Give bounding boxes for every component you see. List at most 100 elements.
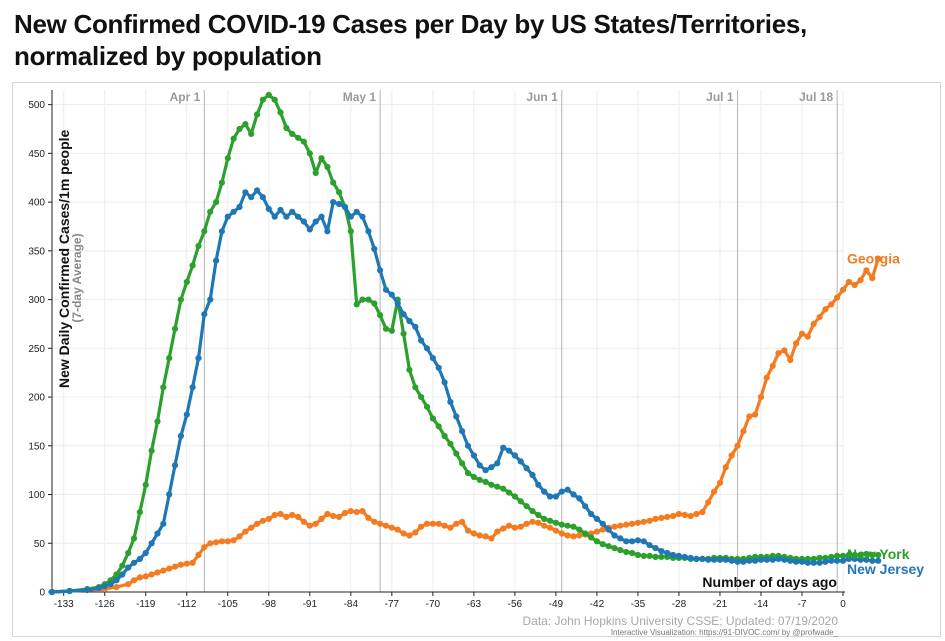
data-point: [171, 462, 179, 469]
data-point: [804, 333, 811, 340]
x-tick-label: -84: [344, 599, 359, 610]
data-point: [166, 355, 173, 362]
data-point: [125, 564, 132, 571]
date-marker-label: May 1: [343, 90, 377, 104]
data-point: [265, 515, 272, 523]
data-point: [511, 452, 518, 459]
data-point: [248, 194, 255, 201]
data-point: [271, 213, 278, 220]
x-tick-label: -77: [385, 599, 400, 610]
data-point: [535, 481, 542, 488]
y-tick-label: 0: [39, 588, 45, 599]
data-point: [500, 444, 507, 451]
data-point: [482, 478, 489, 485]
data-point: [793, 558, 800, 565]
data-point: [869, 557, 876, 564]
data-point: [441, 522, 448, 529]
data-point: [535, 511, 542, 519]
data-point: [353, 208, 360, 215]
data-point: [136, 555, 143, 563]
data-point: [95, 585, 102, 592]
data-point: [230, 208, 237, 215]
data-point: [324, 163, 331, 171]
data-point: [353, 301, 360, 308]
data-point: [599, 526, 606, 533]
data-point: [277, 109, 284, 116]
data-point: [84, 587, 91, 594]
data-point: [195, 355, 202, 362]
x-tick-label: -21: [713, 599, 728, 610]
data-point: [189, 262, 196, 269]
data-point: [359, 213, 366, 220]
data-point: [588, 534, 595, 541]
data-point: [646, 552, 653, 560]
data-point: [365, 296, 372, 303]
x-tick-label: -91: [303, 599, 318, 610]
x-tick-label: -28: [672, 599, 687, 610]
data-point: [687, 554, 694, 562]
x-tick-label: -42: [590, 599, 605, 610]
data-point: [306, 150, 313, 157]
data-point: [752, 411, 759, 418]
data-point: [435, 364, 442, 371]
date-marker-label: Jul 18: [799, 90, 833, 104]
data-point: [148, 447, 155, 454]
data-point: [142, 573, 149, 580]
data-point: [300, 218, 307, 225]
data-point: [529, 518, 536, 525]
data-point: [347, 228, 354, 235]
data-point: [341, 203, 349, 211]
data-point: [517, 523, 524, 530]
data-point: [371, 518, 378, 525]
series-new-york: [48, 91, 882, 596]
x-tick-label: 0: [840, 599, 846, 610]
data-point: [798, 558, 806, 565]
data-point: [148, 571, 155, 578]
data-point: [546, 493, 554, 500]
data-point: [634, 519, 642, 526]
data-point: [242, 528, 249, 535]
data-point: [259, 194, 266, 201]
data-point: [634, 551, 642, 559]
x-tick-label: -126: [95, 599, 115, 610]
data-point: [617, 535, 624, 542]
data-point: [400, 330, 407, 337]
data-point: [529, 471, 536, 479]
data-point: [558, 488, 565, 495]
data-point: [517, 498, 524, 505]
data-point: [711, 556, 718, 563]
data-point: [816, 554, 823, 562]
data-point: [541, 515, 548, 523]
data-point: [201, 544, 208, 551]
y-axis-label: New Daily Confirmed Cases/1m people: [56, 129, 72, 388]
data-point: [464, 470, 472, 477]
data-point: [500, 485, 507, 492]
x-tick-label: -35: [631, 599, 646, 610]
data-point: [658, 548, 665, 555]
data-point: [863, 556, 870, 563]
data-point: [160, 567, 167, 574]
data-point: [875, 551, 882, 559]
data-point: [693, 510, 700, 518]
data-point: [160, 520, 167, 527]
data-point: [377, 312, 384, 319]
data-point: [482, 533, 489, 540]
data-point: [283, 124, 290, 132]
data-point: [236, 203, 243, 211]
data-point: [851, 555, 858, 563]
series-new-jersey: [48, 187, 882, 596]
data-point: [312, 218, 319, 225]
data-point: [576, 526, 583, 533]
data-point: [453, 413, 460, 420]
data-point: [511, 524, 518, 531]
data-point: [295, 134, 302, 141]
data-point: [154, 569, 161, 576]
data-point: [517, 458, 524, 465]
series-end-label: Georgia: [847, 251, 900, 267]
data-point: [822, 306, 829, 313]
data-point: [242, 121, 249, 128]
data-point: [394, 526, 401, 533]
y-tick-label: 200: [28, 393, 45, 404]
data-point: [828, 301, 835, 308]
data-point: [142, 549, 149, 557]
